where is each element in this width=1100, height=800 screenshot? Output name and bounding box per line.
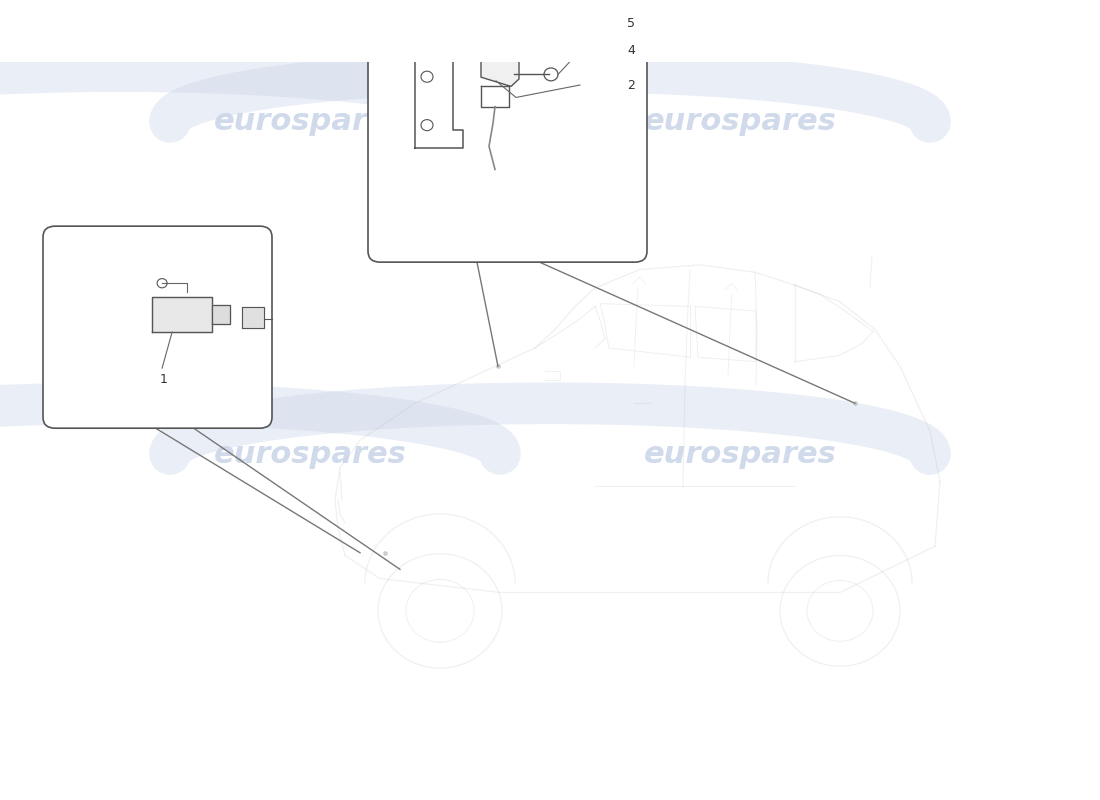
Polygon shape (152, 297, 212, 332)
Polygon shape (242, 307, 264, 329)
FancyBboxPatch shape (43, 226, 272, 428)
Polygon shape (212, 306, 230, 324)
Text: eurospares: eurospares (644, 107, 836, 137)
Text: 3: 3 (627, 0, 635, 2)
Text: 4: 4 (627, 44, 635, 58)
FancyBboxPatch shape (368, 0, 647, 262)
Text: 2: 2 (627, 78, 635, 91)
Text: eurospares: eurospares (213, 107, 406, 137)
Polygon shape (481, 26, 519, 86)
Text: 1: 1 (161, 373, 168, 386)
Text: 5: 5 (627, 17, 635, 30)
Text: eurospares: eurospares (213, 439, 406, 469)
Text: eurospares: eurospares (644, 439, 836, 469)
